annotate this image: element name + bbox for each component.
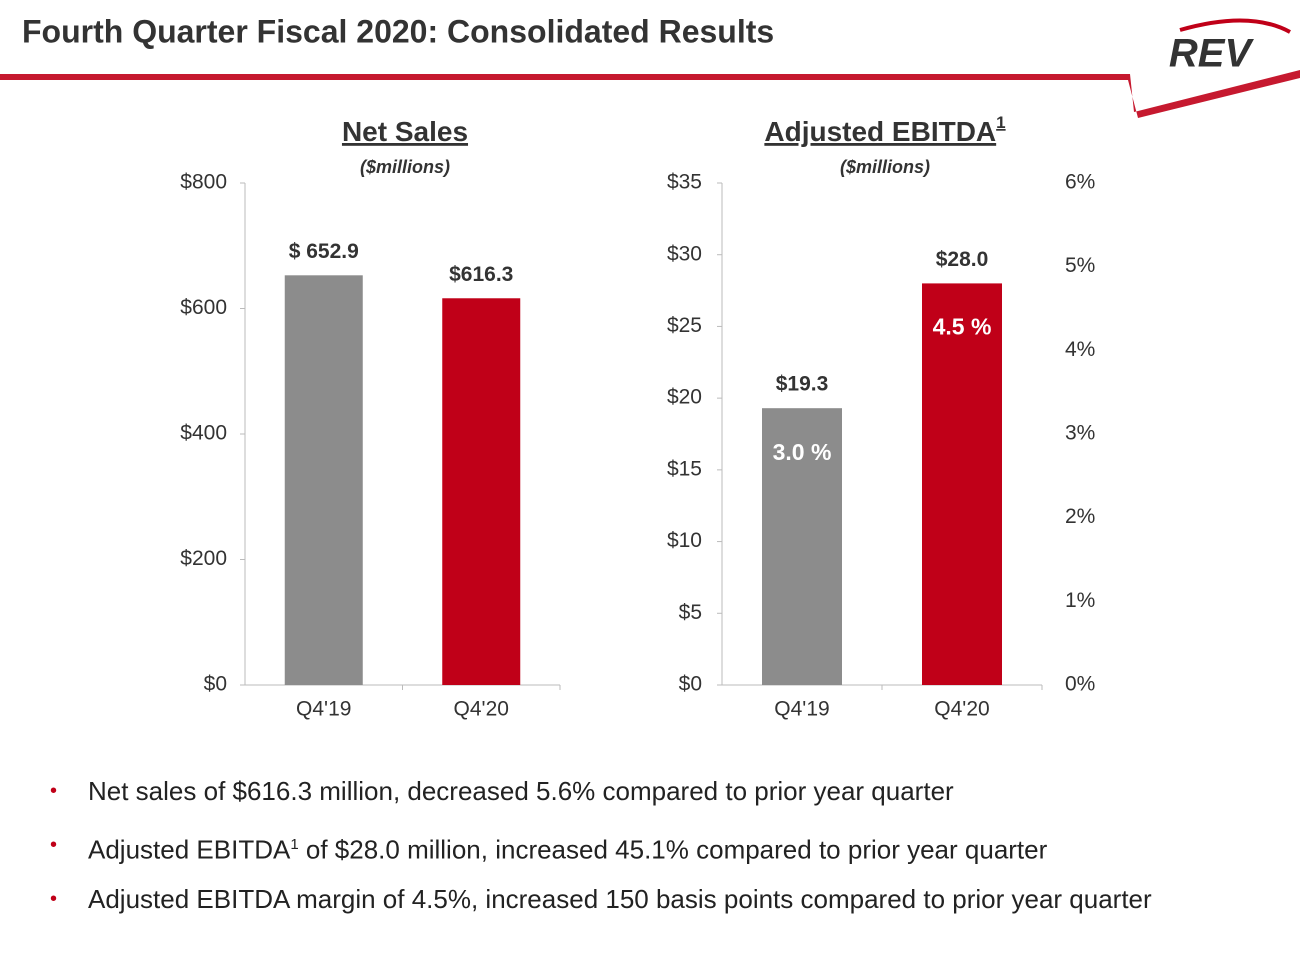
y-tick-label: $5 [679, 601, 702, 624]
margin-label: 3.0 % [773, 439, 832, 465]
y-tick-label: $35 [667, 171, 702, 194]
y-tick-label: $200 [180, 547, 227, 570]
y-tick-label: $25 [667, 314, 702, 337]
x-tick-label: Q4'20 [934, 698, 989, 721]
chart-title-text: Net Sales [342, 116, 468, 147]
bullet: • Adjusted EBITDA1 of $28.0 million, incr… [50, 824, 1188, 871]
bullet-dot: • [50, 834, 58, 856]
slide-title: Fourth Quarter Fiscal 2020: Consolidated… [22, 13, 774, 49]
chart-title-text: Adjusted EBITDA [764, 116, 996, 147]
x-tick-label: Q4'20 [454, 698, 509, 721]
chart-title-sup: 1 [996, 113, 1005, 132]
bullet-dot: • [50, 888, 58, 910]
bullet-sup: 1 [290, 836, 299, 853]
y2-tick-label: 2% [1065, 505, 1095, 528]
bullet-dot: • [50, 780, 58, 802]
logo-swoosh [1179, 18, 1291, 34]
header-rule [0, 70, 1300, 118]
bar [442, 298, 521, 685]
y-tick-label: $10 [667, 529, 702, 552]
y-tick-label: $30 [667, 242, 702, 265]
value-label: $28.0 [936, 248, 989, 271]
y-tick-label: $15 [667, 457, 702, 480]
bullet-text: Net sales of $616.3 million, decreased 5… [88, 776, 954, 806]
logo: REV [1169, 32, 1255, 76]
bullet-rest: of $28.0 million, increased 45.1% compar… [298, 834, 1048, 865]
chart-title: Net Sales [342, 116, 468, 147]
bar [762, 408, 842, 685]
bar [284, 275, 363, 685]
y-tick-label: $400 [180, 422, 227, 445]
value-label: $19.3 [776, 373, 829, 396]
y-tick-label: $20 [667, 386, 702, 409]
y-tick-label: $0 [204, 673, 227, 696]
bullet: • Adjusted EBITDA margin of 4.5%, increas… [50, 878, 1188, 920]
y-tick-label: $0 [679, 673, 702, 696]
y-tick-label: $600 [180, 296, 227, 319]
value-label: $616.3 [449, 263, 513, 286]
chart-subtitle: ($millions) [840, 157, 930, 177]
chart-title: Adjusted EBITDA1 [764, 113, 1005, 147]
x-tick-label: Q4'19 [774, 698, 829, 721]
x-tick-label: Q4'19 [296, 698, 351, 721]
y2-tick-label: 5% [1065, 254, 1095, 277]
y2-tick-label: 0% [1065, 673, 1095, 696]
margin-label: 4.5 % [933, 314, 992, 340]
bullet: • Net sales of $616.3 million, decreased … [50, 770, 1188, 812]
value-label: $ 652.9 [289, 240, 359, 263]
bar [922, 283, 1002, 685]
chart-subtitle: ($millions) [360, 157, 450, 177]
y2-tick-label: 6% [1065, 171, 1095, 194]
y2-tick-label: 1% [1065, 589, 1095, 612]
bullet-text: Adjusted EBITDA margin of 4.5%, increase… [88, 884, 1152, 914]
y-tick-label: $800 [180, 171, 227, 194]
y2-tick-label: 4% [1065, 338, 1095, 361]
y2-tick-label: 3% [1065, 422, 1095, 445]
bullet-text: Adjusted EBITDA [88, 834, 291, 865]
